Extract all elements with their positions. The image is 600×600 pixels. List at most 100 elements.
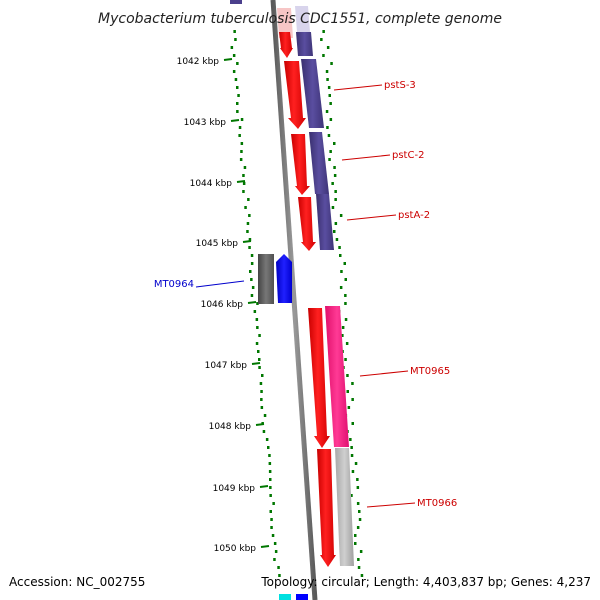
gc-dot-right — [356, 486, 360, 489]
gc-dot-right — [325, 110, 329, 113]
gene-label-MT0964[interactable]: MT0964 — [154, 279, 194, 290]
gc-dot-left — [244, 206, 247, 209]
gc-dot-left — [269, 478, 272, 481]
gc-dot-right — [328, 94, 331, 97]
gc-dot-right — [354, 462, 358, 465]
gc-dot-right — [344, 318, 348, 321]
gc-dot-right — [354, 534, 357, 537]
accession-text: Accession: NC_002755 — [9, 575, 145, 589]
gc-dot-left — [268, 454, 271, 457]
gc-dot-left — [234, 78, 238, 81]
gc-dot-left — [269, 510, 272, 513]
gc-dot-left — [259, 382, 263, 385]
gc-dot-left — [257, 350, 260, 353]
gc-dot-left — [260, 398, 263, 401]
gc-dot-left — [236, 86, 239, 89]
gc-dot-left — [262, 430, 266, 433]
scale-tick-label: 1046 kbp — [201, 300, 244, 310]
gene-arrow-MT0964[interactable] — [276, 254, 292, 303]
gc-dot-right — [341, 326, 345, 329]
scale-tick-mark — [242, 240, 252, 243]
gc-dot-left — [256, 326, 259, 329]
gene-label-pstA-2[interactable]: pstA-2 — [398, 210, 430, 221]
gc-dot-left — [265, 438, 269, 441]
gc-dot-right — [339, 214, 343, 217]
scale-tick-mark — [236, 180, 246, 183]
gc-dot-right — [331, 206, 335, 209]
gc-dot-left — [240, 118, 244, 121]
scale-tick-mark — [230, 119, 240, 122]
gc-dot-right — [344, 302, 347, 305]
gc-dot-left — [250, 294, 254, 297]
scale-tick-mark — [247, 301, 257, 304]
gene-label-MT0966[interactable]: MT0966 — [417, 498, 457, 509]
gc-dot-left — [242, 174, 245, 177]
gene-arrow-MT0965[interactable] — [308, 308, 330, 448]
gene-label-pstC-2[interactable]: pstC-2 — [392, 150, 424, 161]
gc-dot-left — [253, 310, 257, 313]
gc-dot-right — [327, 134, 331, 137]
gc-dot-right — [357, 558, 360, 561]
scale-tick-mark — [260, 545, 270, 548]
gc-dot-right — [345, 342, 349, 345]
scale-tick-label: 1045 kbp — [196, 239, 239, 249]
annotation-block-MT0966 — [335, 448, 354, 566]
gc-dot-left — [255, 342, 259, 345]
gc-dot-left — [250, 262, 254, 265]
annotation-block-upstream — [296, 32, 313, 56]
gc-dot-right — [326, 126, 329, 129]
gc-dot-right — [331, 182, 334, 185]
gc-dot-right — [339, 254, 342, 257]
gc-dot-right — [325, 70, 329, 73]
feature-stub-top-1 — [230, 0, 242, 4]
scale-tick-mark — [251, 362, 261, 365]
gc-dot-right — [356, 502, 360, 505]
gc-dot-left — [268, 462, 272, 465]
gc-dot-left — [256, 302, 259, 305]
gc-dot-left — [274, 550, 278, 553]
gc-dot-right — [344, 358, 347, 361]
gene-arrow-pstS-3[interactable] — [284, 61, 306, 129]
gc-dot-left — [247, 198, 250, 201]
upstream-feature-light — [277, 8, 293, 38]
gc-dot-left — [268, 470, 272, 473]
annotation-block-MT0965 — [325, 306, 349, 447]
gc-dot-left — [260, 390, 263, 393]
gc-dot-left — [242, 182, 246, 185]
genome-summary-text: Topology: circular; Length: 4,403,837 bp… — [260, 575, 591, 589]
gc-dot-right — [358, 518, 362, 521]
gc-dot-right — [338, 246, 341, 249]
gc-dot-left — [251, 286, 255, 289]
gc-dot-left — [267, 446, 270, 449]
gc-dot-right — [350, 446, 353, 449]
gc-dot-left — [240, 142, 244, 145]
gc-dot-right — [346, 374, 349, 377]
gc-dot-left — [269, 486, 272, 489]
gc-dot-right — [322, 30, 325, 33]
gene-arrow-pstA-2[interactable] — [298, 197, 316, 251]
gc-dot-right — [344, 278, 347, 281]
gc-dot-right — [333, 166, 336, 169]
label-line-MT0965 — [359, 370, 409, 377]
gc-dot-right — [358, 510, 361, 513]
scale-tick-label: 1048 kbp — [209, 422, 252, 432]
gene-label-pstS-3[interactable]: pstS-3 — [384, 80, 416, 91]
gene-label-MT0965[interactable]: MT0965 — [410, 366, 450, 377]
scale-tick-label: 1044 kbp — [190, 179, 233, 189]
gc-dot-left — [243, 166, 247, 169]
gc-dot-right — [350, 454, 354, 457]
gc-dot-left — [248, 238, 252, 241]
gc-dot-right — [327, 86, 331, 89]
gc-dot-left — [232, 54, 236, 57]
gc-dot-right — [351, 382, 354, 385]
gc-dot-right — [340, 270, 343, 273]
gc-dot-right — [354, 542, 357, 545]
gene-arrow-MT0966[interactable] — [317, 449, 336, 567]
gc-dot-right — [351, 422, 354, 425]
gc-dot-right — [326, 46, 330, 49]
feature-stub-bottom-cyan — [279, 594, 291, 600]
genome-backbone — [270, 0, 318, 600]
gc-dot-left — [238, 126, 242, 129]
gene-arrow-pstC-2[interactable] — [291, 134, 310, 195]
